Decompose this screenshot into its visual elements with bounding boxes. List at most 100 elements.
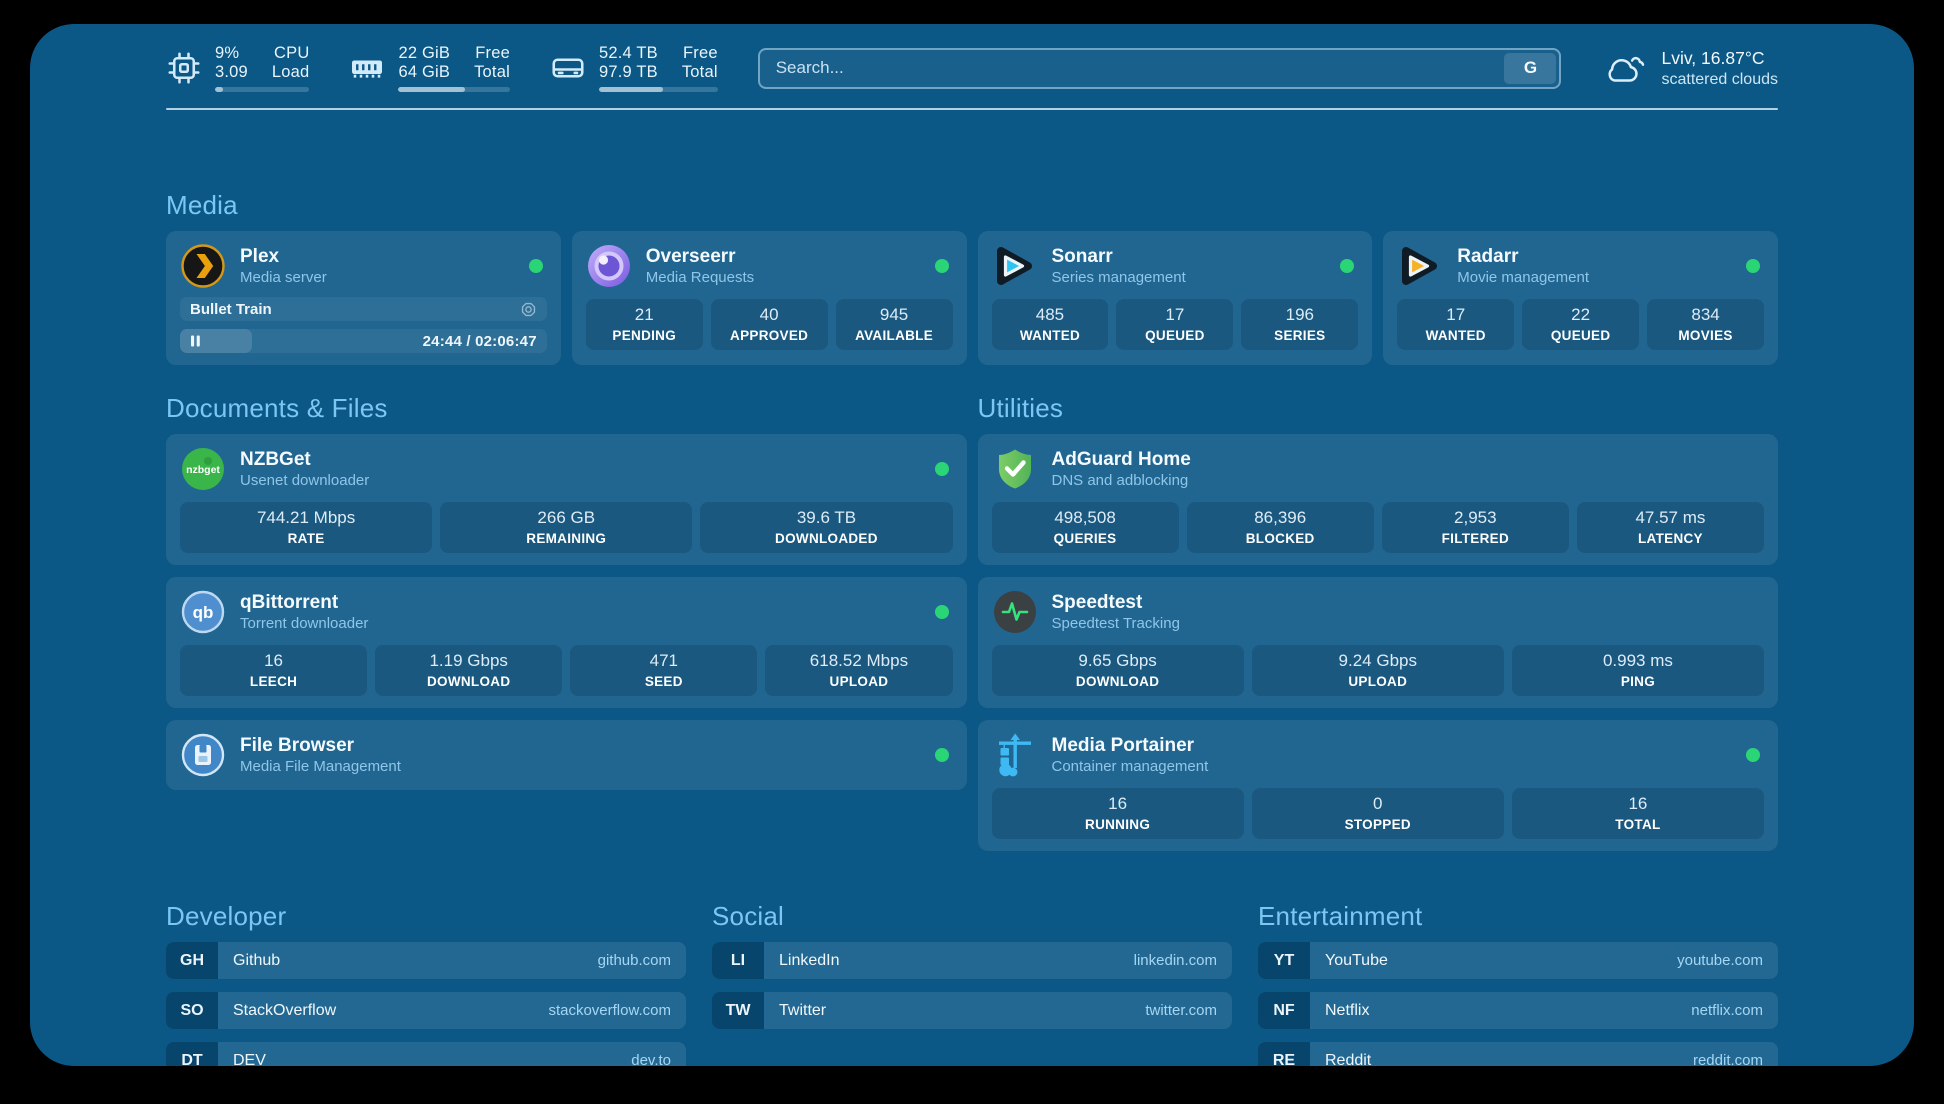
disk-free-label: Free <box>682 44 718 62</box>
memory-progress-fill <box>398 87 466 92</box>
entertainment-section-title: Entertainment <box>1258 901 1423 931</box>
disk-progress-fill <box>598 87 664 92</box>
stat-tile: 834 MOVIES <box>1647 299 1765 350</box>
gear-icon[interactable] <box>520 301 537 318</box>
app-subtitle: Media server <box>240 269 327 286</box>
overseerr-card[interactable]: Overseerr Media Requests 21 PENDING 40 A… <box>571 231 967 365</box>
memory-progress-bar <box>398 87 510 92</box>
bookmark-abbr: YT <box>1258 942 1310 979</box>
bookmark-abbr: NF <box>1258 992 1310 1029</box>
search-provider-button[interactable]: G <box>1504 52 1557 84</box>
bookmark-reddit[interactable]: RE Reddit reddit.com <box>1258 1042 1778 1066</box>
playback-time: 24:44 / 02:06:47 <box>422 332 537 350</box>
media-section-title: Media <box>166 190 238 220</box>
top-bar: 9% 3.09 CPU Load <box>166 24 1778 92</box>
sonarr-card[interactable]: Sonarr Series management 485 WANTED 17 Q… <box>977 231 1373 365</box>
app-subtitle: Usenet downloader <box>240 472 370 489</box>
search-input[interactable] <box>759 58 1502 78</box>
status-dot <box>1746 259 1760 273</box>
bookmark-github[interactable]: GH Github github.com <box>166 942 686 979</box>
memory-icon <box>352 60 383 78</box>
status-dot <box>934 462 949 476</box>
stat-tile: 471 SEED <box>570 645 758 696</box>
bookmark-dev[interactable]: DT DEV dev.to <box>166 1042 686 1066</box>
bookmark-abbr: TW <box>712 992 764 1029</box>
bookmark-url: netflix.com <box>1691 1002 1763 1019</box>
cpu-usage-label: CPU <box>274 44 310 62</box>
cpu-progress-bar <box>215 87 310 92</box>
plex-card[interactable]: Plex Media server Bullet Train <box>166 231 561 365</box>
overseerr-logo <box>587 245 630 287</box>
stat-tile: 1.19 Gbps DOWNLOAD <box>375 645 563 696</box>
stat-tile: 0 STOPPED <box>1251 788 1504 839</box>
stat-tile: 17 QUEUED <box>1116 299 1234 350</box>
stat-tile: 9.24 Gbps UPLOAD <box>1251 645 1504 696</box>
bookmark-name: Github <box>233 951 281 969</box>
bookmark-abbr: RE <box>1258 1042 1310 1066</box>
bookmark-linkedin[interactable]: LI LinkedIn linkedin.com <box>712 942 1232 979</box>
app-name: Speedtest <box>1051 592 1143 613</box>
status-dot <box>934 259 949 273</box>
app-subtitle: Media Requests <box>645 269 755 286</box>
stat-tile: 945 AVAILABLE <box>835 299 953 350</box>
app-name: AdGuard Home <box>1051 449 1191 470</box>
bookmark-name: YouTube <box>1325 951 1388 969</box>
search-bar: G <box>757 47 1562 89</box>
stat-tile: 498,508 QUERIES <box>991 502 1179 553</box>
now-playing-title: Bullet Train <box>190 300 272 318</box>
disk-total-value: 97.9 TB <box>598 63 658 81</box>
app-subtitle: Torrent downloader <box>240 615 369 632</box>
portainer-logo <box>998 733 1031 777</box>
qbittorrent-logo: qb <box>181 590 225 634</box>
svg-text:qb: qb <box>193 603 214 622</box>
section-media: Media Plex Media server <box>166 190 1778 365</box>
developer-section-title: Developer <box>166 901 287 931</box>
topbar-divider <box>166 108 1778 110</box>
playback-progress-row: 24:44 / 02:06:47 <box>180 329 547 353</box>
memory-widget: 22 GiB 64 GiB Free Total <box>349 44 510 92</box>
status-dot <box>934 748 949 762</box>
app-name: File Browser <box>240 735 355 756</box>
bookmark-abbr: LI <box>712 942 764 979</box>
app-subtitle: Media File Management <box>240 758 401 775</box>
filebrowser-logo <box>181 733 225 777</box>
bookmark-netflix[interactable]: NF Netflix netflix.com <box>1258 992 1778 1029</box>
nzbget-card[interactable]: nzbget NZBGet Usenet downloader 744.21 M… <box>166 434 967 565</box>
stat-tile: 16 RUNNING <box>991 788 1244 839</box>
stat-tile: 16 LEECH <box>180 645 368 696</box>
bookmark-url: twitter.com <box>1145 1002 1217 1019</box>
app-name: Plex <box>240 246 280 267</box>
app-subtitle: DNS and adblocking <box>1051 472 1189 489</box>
bookmark-name: Reddit <box>1325 1051 1372 1067</box>
memory-total-value: 64 GiB <box>398 63 451 81</box>
disk-progress-bar <box>598 87 718 92</box>
bookmark-twitter[interactable]: TW Twitter twitter.com <box>712 992 1232 1029</box>
bookmark-name: StackOverflow <box>233 1001 337 1019</box>
app-name: Media Portainer <box>1051 735 1195 756</box>
memory-free-label: Free <box>475 44 510 62</box>
cpu-widget: 9% 3.09 CPU Load <box>166 44 310 92</box>
adguard-card[interactable]: AdGuard Home DNS and adblocking 498,508 … <box>977 434 1778 565</box>
app-name: Sonarr <box>1051 246 1113 267</box>
plex-logo <box>181 244 225 288</box>
section-utilities: Utilities <box>977 393 1778 863</box>
disk-free-value: 52.4 TB <box>598 44 658 62</box>
section-entertainment: Entertainment YT YouTube youtube.com NF … <box>1258 901 1778 1066</box>
utilities-section-title: Utilities <box>977 393 1064 423</box>
bookmark-url: stackoverflow.com <box>548 1002 671 1019</box>
stat-tile: 0.993 ms PING <box>1511 645 1765 696</box>
adguard-logo <box>998 449 1031 489</box>
bookmark-stackoverflow[interactable]: SO StackOverflow stackoverflow.com <box>166 992 686 1029</box>
weather-widget: Lviv, 16.87°C scattered clouds <box>1601 45 1778 91</box>
stat-tile: 86,396 BLOCKED <box>1186 502 1374 553</box>
radarr-logo <box>1402 247 1438 285</box>
bookmark-name: Netflix <box>1325 1001 1370 1019</box>
speedtest-card[interactable]: Speedtest Speedtest Tracking 9.65 Gbps D… <box>977 577 1778 708</box>
qbittorrent-card[interactable]: qb qBittorrent Torrent downloader 16 LEE… <box>166 577 967 708</box>
radarr-card[interactable]: Radarr Movie management 17 WANTED 22 QUE… <box>1383 231 1778 365</box>
filebrowser-card[interactable]: File Browser Media File Management <box>166 720 967 790</box>
speedtest-logo <box>993 591 1036 633</box>
portainer-card[interactable]: Media Portainer Container management 16 … <box>977 720 1778 851</box>
bookmark-youtube[interactable]: YT YouTube youtube.com <box>1258 942 1778 979</box>
